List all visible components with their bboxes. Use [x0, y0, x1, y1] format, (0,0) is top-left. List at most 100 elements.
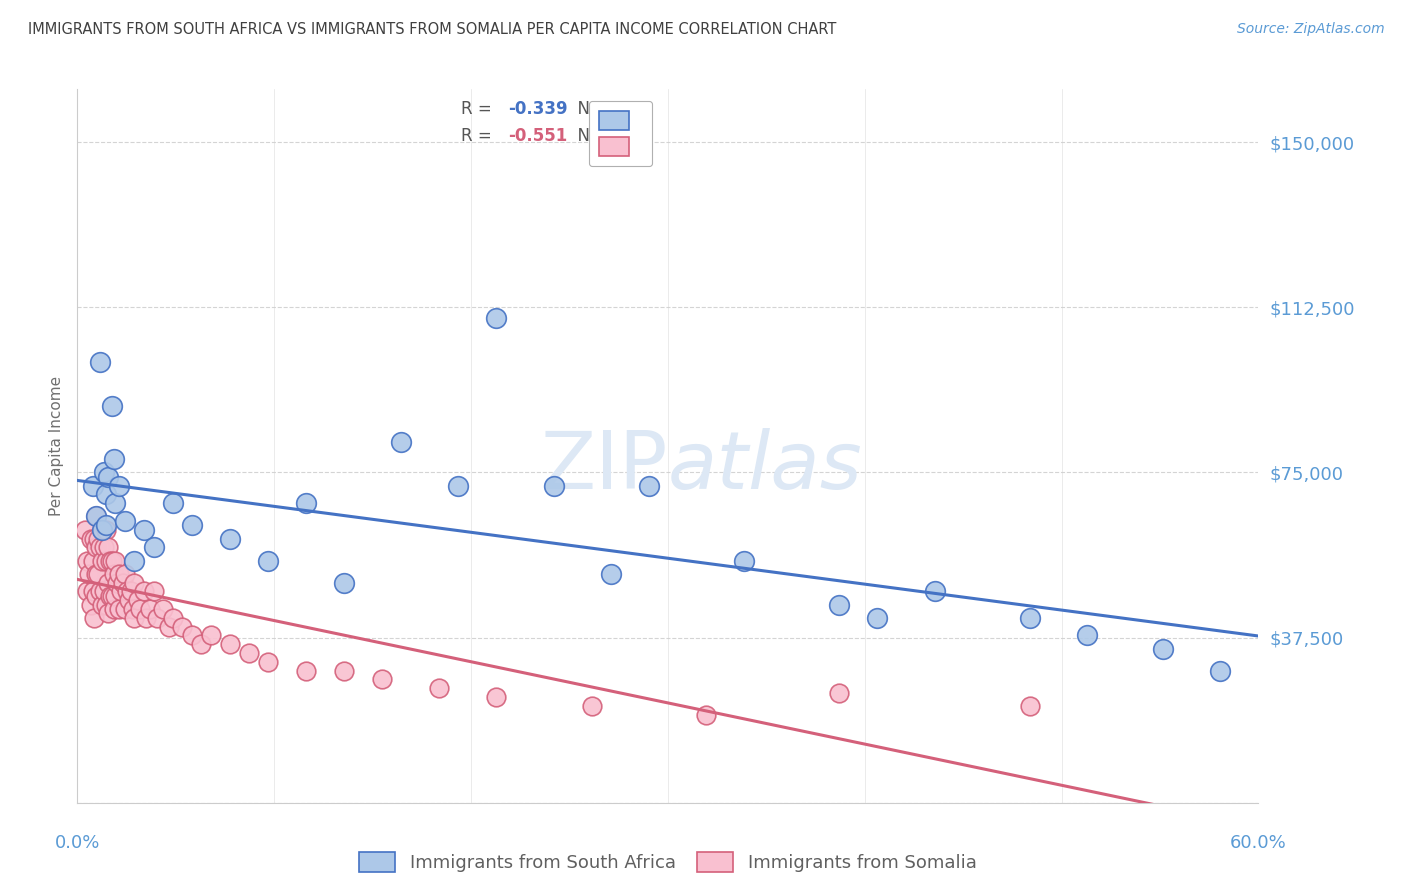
- Point: [162, 611, 184, 625]
- Point: [172, 619, 194, 633]
- Point: [86, 566, 108, 581]
- Point: [115, 584, 138, 599]
- Point: [157, 619, 180, 633]
- Point: [103, 602, 125, 616]
- Point: [108, 566, 131, 581]
- Point: [103, 452, 125, 467]
- Point: [543, 478, 565, 492]
- Point: [93, 584, 115, 599]
- Point: [93, 541, 115, 555]
- Point: [108, 602, 131, 616]
- Point: [218, 532, 240, 546]
- Point: [105, 575, 128, 590]
- Text: 36: 36: [614, 100, 638, 118]
- Point: [114, 602, 136, 616]
- Point: [104, 589, 127, 603]
- Point: [152, 602, 174, 616]
- Text: IMMIGRANTS FROM SOUTH AFRICA VS IMMIGRANTS FROM SOMALIA PER CAPITA INCOME CORREL: IMMIGRANTS FROM SOUTH AFRICA VS IMMIGRAN…: [28, 22, 837, 37]
- Point: [295, 664, 318, 678]
- Point: [91, 523, 114, 537]
- Point: [581, 698, 603, 713]
- Point: [104, 553, 127, 567]
- Point: [135, 611, 157, 625]
- Point: [447, 478, 470, 492]
- Point: [98, 553, 121, 567]
- Point: [91, 523, 114, 537]
- Point: [82, 584, 104, 599]
- Point: [104, 496, 127, 510]
- Point: [94, 487, 117, 501]
- Point: [256, 553, 278, 567]
- Point: [97, 470, 120, 484]
- Point: [100, 589, 122, 603]
- Point: [371, 673, 394, 687]
- Point: [83, 532, 105, 546]
- Point: [82, 553, 104, 567]
- Point: [1018, 611, 1040, 625]
- Point: [142, 584, 165, 599]
- Point: [87, 566, 110, 581]
- Point: [146, 611, 169, 625]
- Text: -0.339: -0.339: [509, 100, 568, 118]
- Point: [1076, 628, 1098, 642]
- Point: [127, 593, 149, 607]
- Point: [132, 584, 155, 599]
- Point: [190, 637, 212, 651]
- Point: [120, 584, 142, 599]
- Point: [108, 478, 131, 492]
- Point: [924, 584, 946, 599]
- Point: [94, 523, 117, 537]
- Point: [100, 400, 122, 414]
- Point: [124, 611, 146, 625]
- Point: [1152, 641, 1174, 656]
- Point: [828, 686, 851, 700]
- Point: [110, 584, 132, 599]
- Point: [89, 355, 111, 369]
- Point: [87, 532, 110, 546]
- Text: R =: R =: [461, 100, 498, 118]
- Point: [1018, 698, 1040, 713]
- Point: [94, 553, 117, 567]
- Point: [86, 589, 108, 603]
- Text: 60.0%: 60.0%: [1230, 834, 1286, 852]
- Text: Source: ZipAtlas.com: Source: ZipAtlas.com: [1237, 22, 1385, 37]
- Text: ZIP: ZIP: [540, 428, 668, 507]
- Point: [132, 523, 155, 537]
- Point: [295, 496, 318, 510]
- Point: [238, 646, 260, 660]
- Point: [94, 598, 117, 612]
- Point: [389, 434, 412, 449]
- Point: [162, 496, 184, 510]
- Text: N =: N =: [568, 100, 614, 118]
- Point: [100, 553, 122, 567]
- Point: [180, 518, 202, 533]
- Point: [97, 575, 120, 590]
- Point: [218, 637, 240, 651]
- Point: [1209, 664, 1232, 678]
- Point: [83, 611, 105, 625]
- Legend: Immigrants from South Africa, Immigrants from Somalia: Immigrants from South Africa, Immigrants…: [352, 845, 984, 880]
- Point: [733, 553, 755, 567]
- Point: [79, 598, 101, 612]
- Point: [89, 584, 111, 599]
- Point: [114, 566, 136, 581]
- Point: [427, 681, 450, 696]
- Point: [86, 509, 108, 524]
- Point: [97, 541, 120, 555]
- Point: [82, 478, 104, 492]
- Point: [86, 541, 108, 555]
- Text: -0.551: -0.551: [509, 128, 568, 145]
- Point: [695, 707, 717, 722]
- Point: [138, 602, 160, 616]
- Point: [98, 589, 121, 603]
- Text: R =: R =: [461, 128, 498, 145]
- Point: [77, 566, 100, 581]
- Point: [485, 311, 508, 326]
- Point: [86, 509, 108, 524]
- Point: [76, 553, 98, 567]
- Point: [256, 655, 278, 669]
- Point: [73, 523, 96, 537]
- Point: [103, 566, 125, 581]
- Point: [112, 575, 135, 590]
- Text: 76: 76: [614, 128, 638, 145]
